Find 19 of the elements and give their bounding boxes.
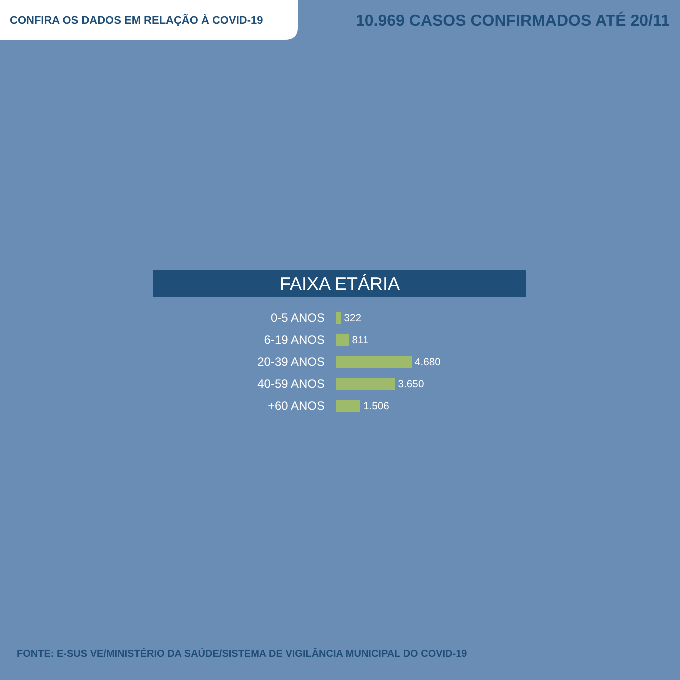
data-label: 811	[352, 335, 369, 346]
y-tick-label: 6-19 ANOS	[264, 333, 325, 348]
bar	[336, 400, 360, 412]
text: CONFIRA OS DADOS EM RELAÇÃO À COVID-19	[10, 14, 264, 27]
bar	[336, 356, 412, 368]
data-label: 3.650	[398, 379, 424, 390]
bar	[336, 334, 350, 346]
chart-title: FAIXA ETÁRIA	[280, 274, 400, 294]
y-tick-label: 40-59 ANOS	[258, 377, 325, 392]
y-tick-label: 0-5 ANOS	[270, 311, 325, 326]
data-label: 4.680	[415, 357, 442, 368]
data-label: 322	[344, 313, 362, 324]
source-note: FONTE: E-SUS VE/MINISTÉRIO DA SAÚDE/SISTEMA DE VIGILÂNCIA MUNICIPAL DO COVID-19	[17, 648, 468, 660]
y-tick-label: 20-39 ANOS	[258, 355, 325, 370]
y-tick-label: +60 ANOS	[268, 399, 325, 414]
bar	[336, 378, 396, 390]
text: 10.969 CASOS CONFIRMADOS ATÉ 20/11	[356, 11, 670, 30]
bar	[336, 312, 342, 324]
data-label: 1.506	[363, 401, 390, 412]
